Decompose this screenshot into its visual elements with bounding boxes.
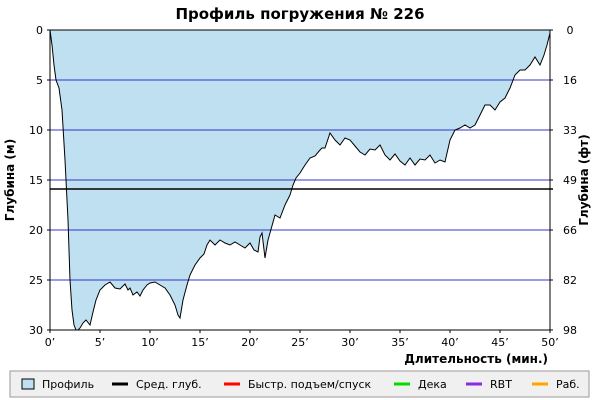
y-right-tick-label-6: 98 — [563, 324, 577, 337]
x-tick-label-6: 30’ — [341, 336, 359, 349]
x-tick-label-10: 50’ — [541, 336, 559, 349]
y-right-tick-label-2: 33 — [563, 124, 577, 137]
y-right-tick-label-1: 16 — [563, 74, 577, 87]
y-left-tick-label-6: 30 — [29, 324, 43, 337]
y-right-tick-label-3: 49 — [563, 174, 577, 187]
y-right-tick-label-5: 82 — [563, 274, 577, 287]
plot-area: 0 5 10 15 20 25 30 0 16 33 49 66 82 98 0’ 5’ 10’ 15’ 20’ 25… — [29, 24, 577, 349]
y-left-tick-label-2: 10 — [29, 124, 43, 137]
y-right-tick-label-0: 0 — [567, 24, 574, 37]
legend-label-5: Раб. — [556, 378, 580, 391]
legend-label-0: Профиль — [42, 378, 94, 391]
profile-area — [50, 30, 550, 330]
legend: Профиль Сред. глуб. Быстр. подъем/спуск Дек… — [9, 370, 590, 398]
legend-label-4: RBT — [490, 378, 512, 391]
legend-label-2: Быстр. подъем/спуск — [248, 378, 372, 391]
legend-swatch-profile — [21, 378, 35, 390]
y-axis-right-title: Глубина (фт) — [577, 134, 591, 225]
y-axis-left-title: Глубина (м) — [3, 139, 17, 221]
x-axis-title: Длительность (мин.) — [404, 352, 548, 366]
x-tick-label-3: 15’ — [191, 336, 209, 349]
x-tick-label-9: 45’ — [491, 336, 509, 349]
legend-label-1: Сред. глуб. — [136, 378, 202, 391]
x-tick-label-0: 0’ — [45, 336, 56, 349]
x-tick-label-5: 25’ — [291, 336, 309, 349]
x-tick-label-2: 10’ — [141, 336, 159, 349]
x-tick-label-1: 5’ — [95, 336, 106, 349]
y-right-tick-label-4: 66 — [563, 224, 577, 237]
y-left-tick-label-5: 25 — [29, 274, 43, 287]
x-tick-label-7: 35’ — [391, 336, 409, 349]
y-left-tick-label-3: 15 — [29, 174, 43, 187]
chart-title: Профиль погружения № 226 — [175, 5, 424, 23]
legend-label-3: Дека — [418, 378, 447, 391]
profile-line — [49, 29, 551, 331]
x-tick-label-8: 40’ — [441, 336, 459, 349]
y-left-tick-label-4: 20 — [29, 224, 43, 237]
y-left-tick-label-0: 0 — [36, 24, 43, 37]
y-left-tick-label-1: 5 — [36, 74, 43, 87]
x-tick-label-4: 20’ — [241, 336, 259, 349]
legend-box — [9, 370, 590, 398]
